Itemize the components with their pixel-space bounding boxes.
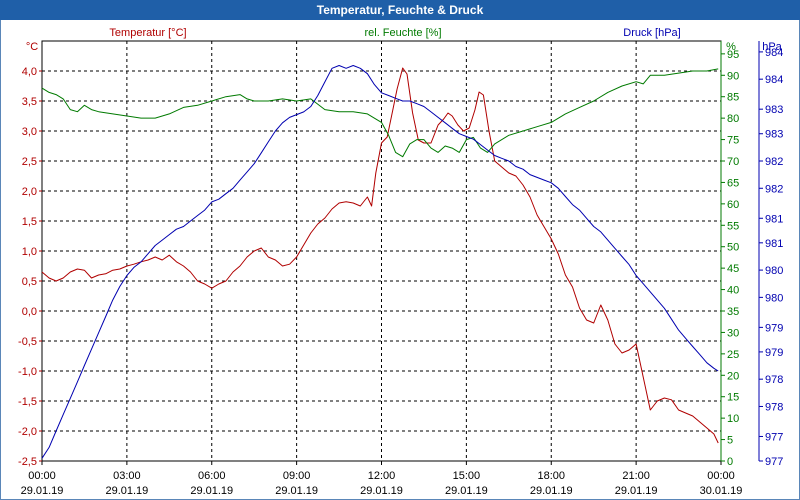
pressure-tick-label: 984 [765, 74, 783, 86]
humidity-tick-label: 65 [727, 177, 739, 189]
humidity-unit-label: % [726, 41, 736, 53]
x-tick-time-label: 15:00 [453, 470, 481, 482]
x-tick-time-label: 00:00 [707, 470, 735, 482]
pressure-unit-label: hPa [762, 41, 782, 53]
pressure-tick-label: 982 [765, 183, 783, 195]
series-line-humidity [41, 68, 719, 158]
pressure-tick-label: 980 [765, 292, 783, 304]
temperature-tick-label: -2,0 [18, 426, 37, 438]
humidity-tick-label: 5 [727, 435, 733, 447]
x-tick-date-label: 29.01.19 [445, 485, 488, 497]
pressure-tick-label: 983 [765, 104, 783, 116]
x-tick-date-label: 29.01.19 [530, 485, 573, 497]
temperature-tick-label: 2,5 [22, 156, 37, 168]
series-lines [41, 65, 719, 459]
temperature-tick-label: -1,0 [18, 366, 37, 378]
x-tick-date-label: 29.01.19 [275, 485, 318, 497]
x-tick-date-label: 29.01.19 [360, 485, 403, 497]
pressure-tick-label: 977 [765, 456, 783, 468]
humidity-tick-label: 15 [727, 392, 739, 404]
humidity-tick-label: 55 [727, 220, 739, 232]
pressure-tick-label: 978 [765, 374, 783, 386]
temperature-tick-label: 1,0 [22, 246, 37, 258]
temperature-tick-label: -0,5 [18, 336, 37, 348]
pressure-tick-label: 981 [765, 213, 783, 225]
humidity-tick-label: 35 [727, 306, 739, 318]
pressure-tick-label: 978 [765, 401, 783, 413]
x-tick-date-label: 29.01.19 [190, 485, 233, 497]
x-tick-time-label: 06:00 [198, 470, 226, 482]
temperature-tick-label: 0,5 [22, 276, 37, 288]
humidity-tick-label: 90 [727, 70, 739, 82]
x-tick-date-label: 30.01.19 [700, 485, 743, 497]
x-tick-time-label: 18:00 [537, 470, 565, 482]
humidity-tick-label: 25 [727, 349, 739, 361]
pressure-tick-label: 977 [765, 431, 783, 443]
temperature-tick-label: 3,0 [22, 126, 37, 138]
x-tick-time-label: 00:00 [28, 470, 56, 482]
pressure-axis-title: Druck [hPa] [623, 27, 680, 39]
temperature-axis-title: Temperatur [°C] [109, 27, 186, 39]
series-line-pressure [41, 65, 719, 459]
temperature-tick-label: 2,0 [22, 186, 37, 198]
temperature-tick-label: 3,5 [22, 96, 37, 108]
humidity-tick-label: 0 [727, 456, 733, 468]
x-tick-date-label: 29.01.19 [615, 485, 658, 497]
pressure-tick-label: 984 [765, 47, 783, 59]
x-tick-date-label: 29.01.19 [105, 485, 148, 497]
humidity-axis-title: rel. Feuchte [%] [364, 27, 441, 39]
pressure-tick-label: 982 [765, 156, 783, 168]
pressure-tick-label: 981 [765, 238, 783, 250]
window-title: Temperatur, Feuchte & Druck [0, 0, 800, 20]
humidity-tick-label: 75 [727, 135, 739, 147]
pressure-tick-label: 979 [765, 322, 783, 334]
x-tick-time-label: 09:00 [283, 470, 311, 482]
temperature-tick-label: -1,5 [18, 396, 37, 408]
humidity-tick-label: 80 [727, 113, 739, 125]
humidity-tick-label: 30 [727, 327, 739, 339]
x-tick-time-label: 03:00 [113, 470, 141, 482]
humidity-tick-label: 45 [727, 263, 739, 275]
humidity-tick-label: 40 [727, 285, 739, 297]
humidity-tick-label: 95 [727, 49, 739, 61]
humidity-tick-label: 70 [727, 156, 739, 168]
humidity-tick-label: 85 [727, 92, 739, 104]
x-tick-date-label: 29.01.19 [21, 485, 64, 497]
humidity-tick-label: 60 [727, 199, 739, 211]
x-tick-time-label: 21:00 [622, 470, 650, 482]
grid [42, 41, 721, 461]
temperature-tick-label: -2,5 [18, 456, 37, 468]
pressure-tick-label: 983 [765, 129, 783, 141]
temperature-unit-label: °C [26, 41, 38, 53]
series-line-temperature [41, 67, 719, 444]
pressure-tick-label: 980 [765, 265, 783, 277]
temperature-tick-label: 4,0 [22, 66, 37, 78]
axes: Temperatur [°C] rel. Feuchte [%] Druck [… [18, 27, 783, 497]
temperature-tick-label: 1,5 [22, 216, 37, 228]
x-tick-time-label: 12:00 [368, 470, 396, 482]
humidity-tick-label: 10 [727, 413, 739, 425]
humidity-tick-label: 50 [727, 242, 739, 254]
temperature-tick-label: 0,0 [22, 306, 37, 318]
humidity-tick-label: 20 [727, 370, 739, 382]
pressure-tick-label: 979 [765, 347, 783, 359]
